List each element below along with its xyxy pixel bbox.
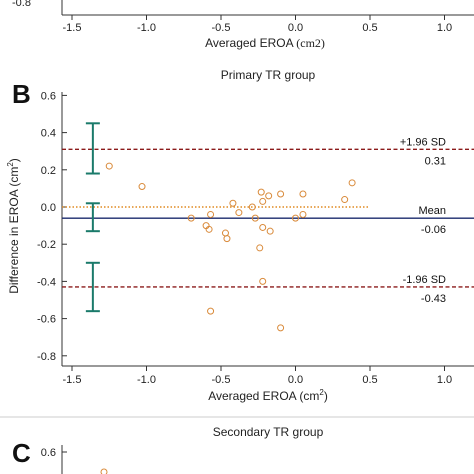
data-point — [187, 214, 195, 222]
data-point — [299, 190, 307, 198]
panel-b-y-tick-label: 0.2 — [41, 165, 56, 177]
top-y-tick-partial: -0.8 — [12, 0, 31, 9]
panel-b: B Primary TR group 0.6 0.4 0.2 0.0 -0.2 -0.4 -… — [6, 68, 474, 403]
panel-b-x-tick-label: -1.5 — [63, 374, 82, 386]
panel-b-y-ticks: 0.6 0.4 0.2 0.0 -0.2 -0.4 -0.6 -0.8 — [37, 90, 67, 363]
data-point — [348, 179, 356, 187]
data-point — [259, 277, 267, 285]
lower-limit-label: -1.96 SD — [403, 274, 446, 286]
panel-b-x-tick-label: 0.5 — [362, 374, 377, 386]
data-point — [223, 235, 231, 243]
panel-b-x-tick-label: -0.5 — [212, 374, 231, 386]
data-point — [221, 229, 229, 237]
mean-label: Mean — [418, 205, 446, 217]
top-x-tick-label: 0.0 — [288, 22, 303, 34]
panel-b-x-tick-label: 1.0 — [437, 374, 452, 386]
panel-b-x-tick-label: -1.0 — [137, 374, 156, 386]
lower-limit-value: -0.43 — [421, 293, 446, 305]
data-point — [299, 210, 307, 218]
data-point — [257, 188, 265, 196]
data-point — [205, 225, 213, 233]
panel-b-y-tick-label: -0.6 — [37, 314, 56, 326]
panel-b-y-tick-label: -0.4 — [37, 276, 56, 288]
top-x-tick-label: -1.5 — [63, 22, 82, 34]
panel-b-y-tick-label: 0.0 — [41, 202, 56, 214]
panel-c-data-point — [100, 468, 108, 474]
data-point — [138, 183, 146, 191]
data-point — [207, 307, 215, 315]
data-point — [265, 192, 273, 200]
data-point — [259, 197, 267, 205]
data-point — [277, 324, 285, 332]
top-x-tick-label: 1.0 — [437, 22, 452, 34]
upper-limit-value: 0.31 — [425, 155, 446, 167]
panel-b-x-tick-label: 0.0 — [288, 374, 303, 386]
panel-b-x-ticks: -1.5 -1.0 -0.5 0.0 0.5 1.0 — [63, 366, 452, 386]
panel-c-y-tick-label: 0.6 — [41, 447, 56, 459]
mean-value: -0.06 — [421, 224, 446, 236]
panel-b-y-tick-label: 0.4 — [41, 128, 56, 140]
data-point — [105, 162, 113, 170]
top-x-axis-label: Averaged EROA (cm2) — [205, 36, 325, 50]
panel-c: C Secondary TR group 0.6 — [0, 416, 474, 474]
panel-b-title: Primary TR group — [221, 68, 316, 82]
panel-b-y-tick-label: 0.6 — [41, 90, 56, 102]
data-point — [292, 214, 299, 222]
panel-b-x-axis-label: Averaged EROA (cm2) — [208, 388, 328, 403]
data-point — [277, 190, 285, 198]
data-point — [259, 223, 267, 231]
upper-limit-label: +1.96 SD — [400, 136, 446, 148]
confidence-interval-bars — [85, 122, 100, 313]
top-panel: -0.8 -1.5 -1.0 -0.5 0.0 0.5 1.0 Averaged EROA… — [12, 0, 474, 50]
top-x-tick-label: 0.5 — [362, 22, 377, 34]
data-point — [256, 244, 264, 252]
panel-c-letter: C — [12, 438, 31, 468]
data-point — [266, 227, 274, 235]
data-point — [229, 199, 237, 207]
data-point — [235, 209, 243, 217]
top-x-tick-label: -0.5 — [212, 22, 231, 34]
panel-b-y-tick-label: -0.8 — [37, 351, 56, 363]
data-point — [207, 210, 215, 218]
panel-b-letter: B — [12, 79, 31, 109]
panel-c-title: Secondary TR group — [213, 425, 324, 439]
panel-b-y-tick-label: -0.2 — [37, 239, 56, 251]
data-point — [248, 203, 256, 211]
data-points — [105, 162, 356, 332]
data-point — [341, 196, 349, 204]
top-x-ticks: -1.5 -1.0 -0.5 0.0 0.5 1.0 — [63, 15, 452, 34]
panel-b-y-axis-label: Difference in EROA (cm2) — [6, 158, 21, 294]
top-x-tick-label: -1.0 — [137, 22, 156, 34]
data-point — [251, 214, 259, 222]
